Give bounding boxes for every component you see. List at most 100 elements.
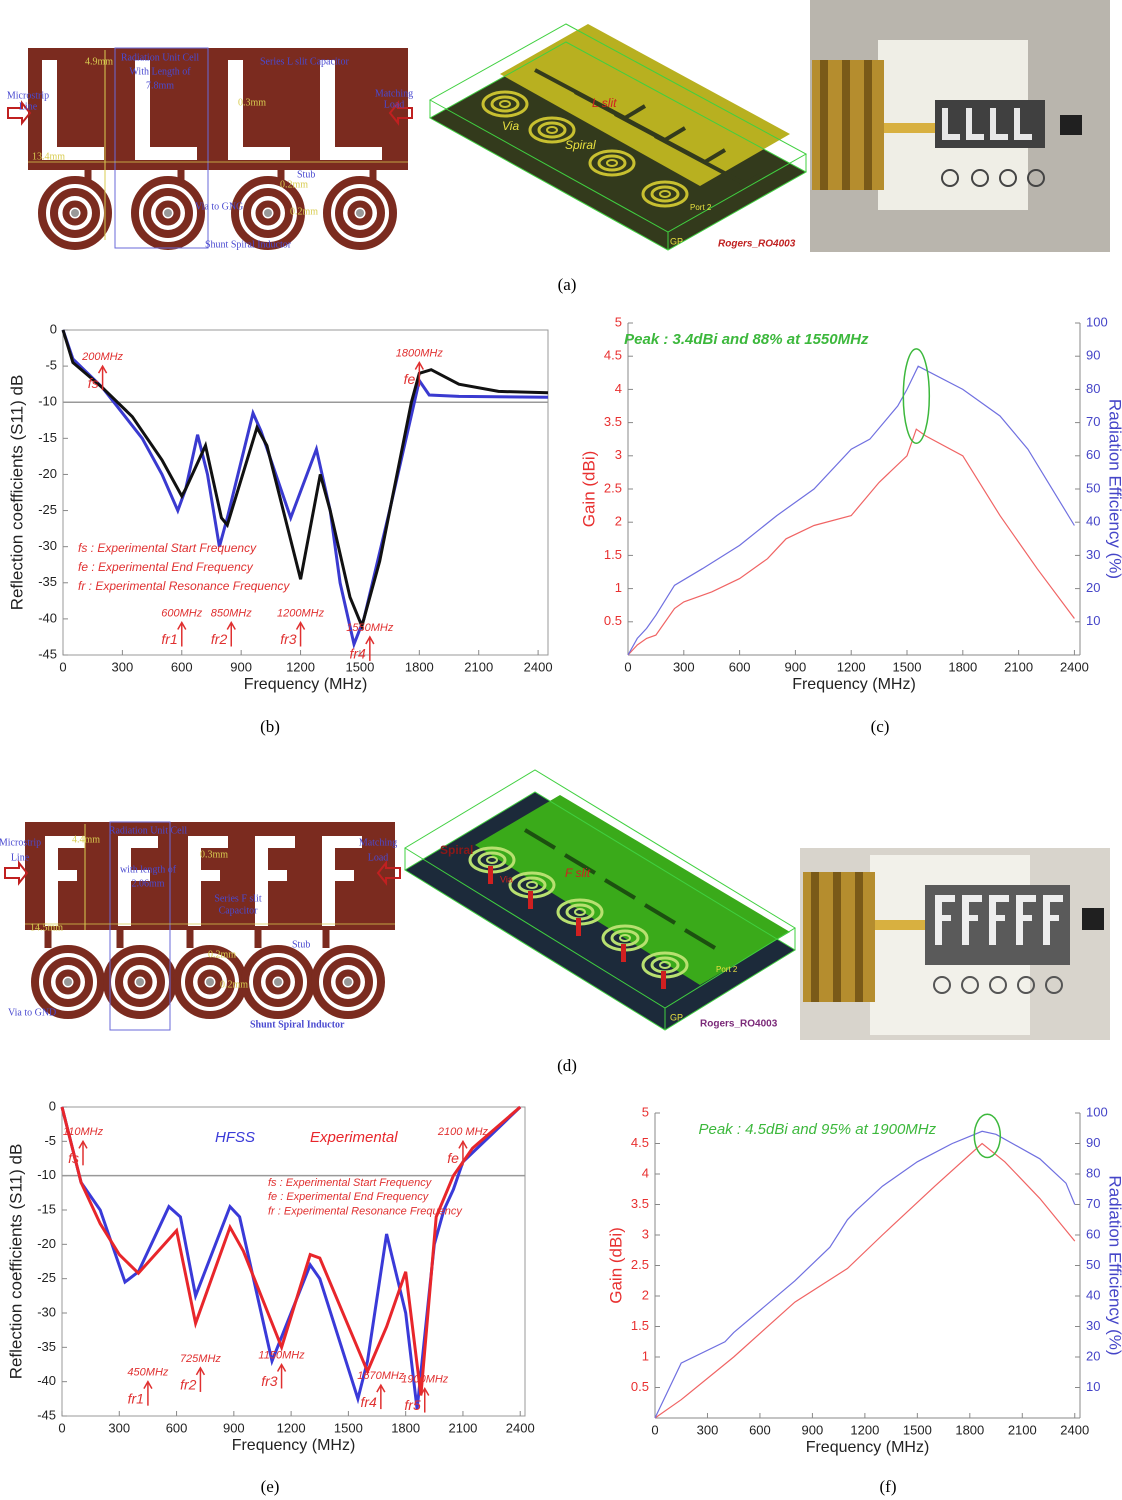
y2-tick-label: 80 — [1086, 1165, 1100, 1180]
label: Load — [368, 852, 389, 863]
label: Port 2 — [690, 203, 712, 212]
marker-symbol: fr3 — [261, 1373, 278, 1389]
label: 2.06mm — [131, 878, 164, 889]
peak-ellipse — [973, 1113, 1002, 1159]
caption: (c) — [871, 717, 890, 736]
label: 0.3mm — [200, 849, 228, 860]
caption: (e) — [261, 1477, 280, 1496]
marker-label: 110MHz — [63, 1126, 104, 1138]
y2-tick-label: 30 — [1086, 547, 1100, 562]
marker-symbol: fr2 — [211, 631, 228, 647]
label: Radiation Unit Cell — [121, 52, 200, 63]
marker-symbol: fr5 — [404, 1397, 421, 1413]
label: Line — [11, 852, 30, 863]
caption: (b) — [260, 717, 280, 736]
label: Radiation Unit Cell — [109, 825, 188, 836]
y-tick-label: -30 — [38, 538, 57, 553]
y-tick-label: 2 — [615, 514, 622, 529]
y-tick-label: 5 — [642, 1104, 649, 1119]
x-tick-label: 900 — [223, 1420, 245, 1435]
caption: (d) — [557, 1056, 577, 1075]
label: Line — [19, 101, 38, 112]
series-line — [61, 329, 549, 650]
y-axis-label: Gain (dBi) — [606, 1227, 625, 1304]
note: fe : Experimental End Frequency — [78, 560, 254, 574]
marker-symbol: fr4 — [361, 1394, 378, 1410]
x-tick-label: 2400 — [1060, 659, 1089, 674]
x-tick-label: 1200 — [837, 659, 866, 674]
x-tick-label: 600 — [166, 1420, 188, 1435]
label: Via — [500, 874, 513, 884]
y-tick-label: -20 — [38, 466, 57, 481]
y2-tick-label: 20 — [1086, 580, 1100, 595]
y-tick-label: -35 — [37, 1339, 56, 1354]
marker-label: 850MHz — [211, 607, 252, 619]
marker-label: 600MHz — [161, 607, 202, 619]
model-d: Spiral F slit Via Port 2 GP Rogers_RO400… — [404, 769, 796, 1031]
x-tick-label: 0 — [58, 1420, 65, 1435]
label: 0.2mm — [280, 179, 308, 190]
x-tick-label: 300 — [673, 659, 695, 674]
label: 4.9mm — [85, 56, 113, 67]
label: Stub — [297, 169, 315, 180]
x-tick-label: 2400 — [1060, 1422, 1089, 1437]
label: Shunt Spiral Inductor — [250, 1019, 345, 1030]
x-tick-label: 600 — [171, 659, 193, 674]
label: Via to GND — [8, 1007, 56, 1018]
x-tick-label: 2400 — [524, 659, 553, 674]
y2-tick-label: 40 — [1086, 1287, 1100, 1302]
x-tick-label: 2400 — [506, 1420, 535, 1435]
marker-symbol: fs — [88, 375, 99, 391]
arrow-head — [376, 1383, 386, 1393]
y2-tick-label: 50 — [1086, 480, 1100, 495]
label: With Length of — [129, 66, 191, 77]
x-tick-label: 2100 — [464, 659, 493, 674]
legend-entry: HFSS — [215, 1129, 255, 1146]
y2-tick-label: 60 — [1086, 1226, 1100, 1241]
plot-frame — [62, 329, 549, 656]
y-tick-label: 4.5 — [631, 1135, 649, 1150]
x-tick-label: 1500 — [903, 1422, 932, 1437]
label: 4.4mm — [72, 834, 100, 845]
x-tick-label: 0 — [59, 659, 66, 674]
label: Via — [502, 119, 519, 133]
label: Stub — [292, 939, 310, 950]
series-line — [61, 329, 549, 631]
marker-label: 1200MHz — [277, 607, 325, 619]
label: L slit — [592, 96, 617, 110]
note: fe : Experimental End Frequency — [268, 1191, 430, 1203]
y-tick-label: 3 — [642, 1226, 649, 1241]
y2-tick-label: 90 — [1086, 348, 1100, 363]
marker-symbol: fr4 — [349, 646, 366, 662]
series-line — [627, 365, 1075, 656]
y2-tick-label: 100 — [1086, 314, 1108, 329]
label: 0.2mm — [208, 949, 236, 960]
label: 0.2mm — [220, 979, 248, 990]
y-tick-label: 0.5 — [604, 613, 622, 628]
label: Microstrip — [0, 837, 41, 848]
peak-label: Peak : 4.5dBi and 95% at 1900MHz — [698, 1121, 936, 1138]
y2-tick-label: 20 — [1086, 1348, 1100, 1363]
photo-a — [810, 0, 1110, 252]
label: 0.2mm — [290, 206, 318, 217]
y2-tick-label: 70 — [1086, 1196, 1100, 1211]
y2-tick-label: 10 — [1086, 1379, 1100, 1394]
layout-d: 4.4mm Radiation Unit Cell with length of… — [0, 821, 401, 1031]
label: Microstrip — [7, 90, 49, 101]
y2-tick-label: 50 — [1086, 1257, 1100, 1272]
marker-symbol: fe — [404, 371, 416, 387]
y-tick-label: 3.5 — [604, 414, 622, 429]
x-tick-label: 600 — [749, 1422, 771, 1437]
peak-ellipse — [902, 348, 931, 444]
arrow-head — [97, 364, 108, 374]
y-tick-label: -45 — [37, 1407, 56, 1422]
label: Rogers_RO4003 — [700, 1019, 778, 1030]
x-tick-label: 1800 — [405, 659, 434, 674]
arrow-head — [177, 620, 187, 630]
x-axis-label: Frequency (MHz) — [792, 676, 916, 693]
x-tick-label: 1200 — [286, 659, 315, 674]
x-tick-label: 1200 — [277, 1420, 306, 1435]
marker-label: 1900MHz — [401, 1373, 449, 1385]
caption: (f) — [880, 1477, 897, 1496]
